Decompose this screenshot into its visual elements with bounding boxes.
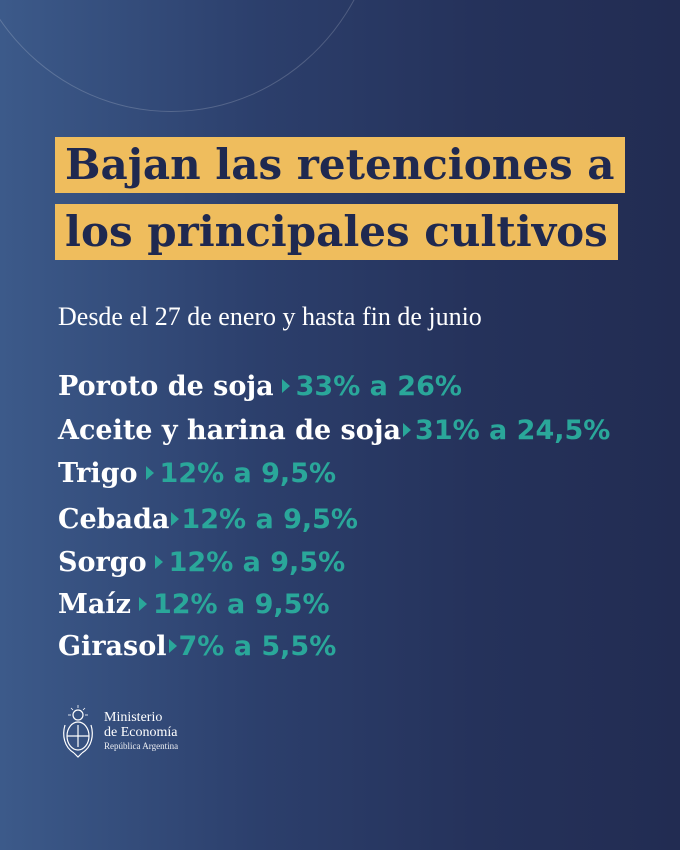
crop-rate: 12% a 9,5%	[168, 546, 346, 578]
crop-row-poroto-de-soja: Poroto de soja 33% a 26%	[58, 366, 462, 406]
crop-name: Cebada	[58, 503, 170, 535]
crop-rate: 31% a 24,5%	[415, 414, 611, 446]
title-line-2: los principales cultivos	[55, 204, 618, 260]
crop-name: Trigo	[58, 457, 138, 489]
ministry-line-3: República Argentina	[104, 740, 179, 751]
crop-name: Girasol	[58, 630, 167, 662]
crop-rate: 7% a 5,5%	[178, 630, 337, 662]
crop-name: Maíz	[58, 588, 131, 620]
crop-name: Aceite y harina de soja	[58, 414, 402, 446]
crop-name: Sorgo	[58, 546, 147, 578]
arrow-icon	[145, 466, 154, 480]
argentina-seal-icon	[63, 705, 93, 758]
subtitle: Desde el 27 de enero y hasta fin de juni…	[58, 302, 482, 331]
crop-row-trigo: Trigo 12% a 9,5%	[58, 453, 336, 493]
arrow-icon	[168, 639, 177, 653]
crop-row-cebada: Cebada 12% a 9,5%	[58, 499, 358, 539]
crop-rate: 12% a 9,5%	[152, 588, 330, 620]
crop-row-maiz: Maíz 12% a 9,5%	[58, 584, 330, 624]
crop-name: Poroto de soja	[58, 370, 274, 402]
title-line-1: Bajan las retenciones a	[55, 137, 625, 193]
ministry-name: Ministerio de Economía República Argenti…	[104, 709, 179, 752]
crop-row-aceite-y-harina: Aceite y harina de soja 31% a 24,5%	[58, 410, 610, 450]
ministry-logo: Ministerio de Economía República Argenti…	[60, 703, 178, 759]
crop-rate: 12% a 9,5%	[159, 457, 337, 489]
arrow-icon	[138, 597, 147, 611]
crop-row-girasol: Girasol 7% a 5,5%	[58, 626, 336, 666]
ministry-line-1: Ministerio	[104, 709, 163, 725]
arrow-icon	[154, 555, 163, 569]
decorative-arc	[0, 0, 382, 112]
crop-rate: 33% a 26%	[295, 370, 462, 402]
crop-row-sorgo: Sorgo 12% a 9,5%	[58, 542, 345, 582]
arrow-icon	[403, 423, 412, 437]
arrow-icon	[171, 512, 180, 526]
ministry-line-2: de Economía	[104, 724, 178, 740]
arrow-icon	[281, 379, 290, 393]
crop-rate: 12% a 9,5%	[181, 503, 358, 535]
